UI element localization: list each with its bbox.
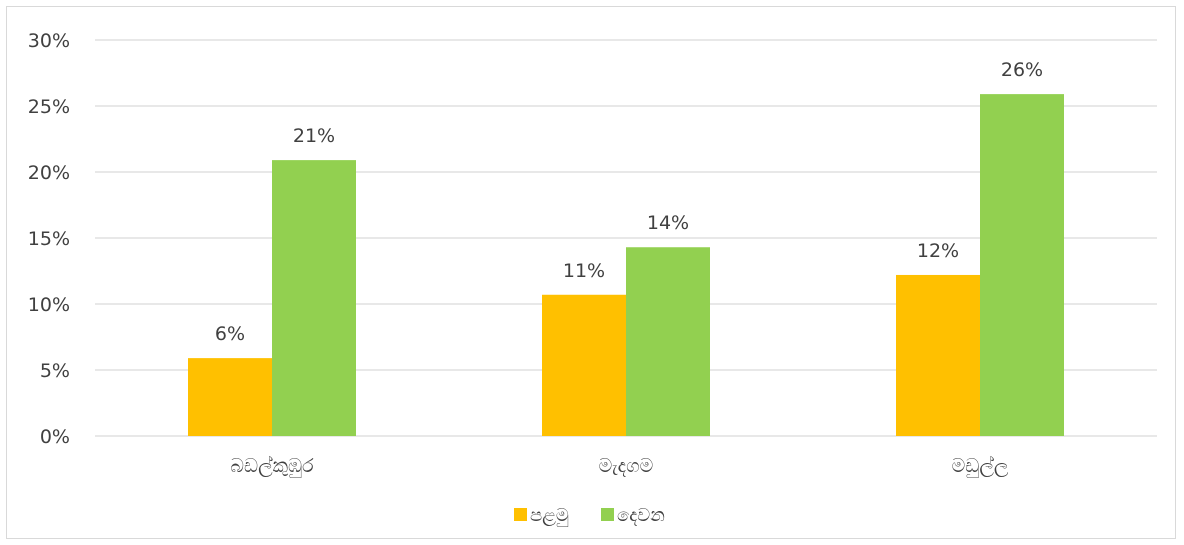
data-label: 12% bbox=[917, 240, 959, 262]
legend-swatch bbox=[601, 508, 614, 521]
bar bbox=[188, 358, 272, 436]
y-tick-label: 25% bbox=[28, 96, 70, 118]
data-label: 11% bbox=[563, 260, 605, 282]
y-tick-label: 5% bbox=[40, 360, 70, 382]
x-category-label: මඩුල්ල bbox=[952, 455, 1009, 479]
y-tick-label: 0% bbox=[40, 426, 70, 448]
data-label: 26% bbox=[1001, 59, 1043, 81]
x-category-label: මැදගම bbox=[599, 455, 654, 477]
bar bbox=[896, 274, 980, 436]
bar bbox=[980, 94, 1064, 437]
y-tick-label: 30% bbox=[28, 30, 70, 52]
bar bbox=[542, 294, 626, 436]
data-labels: 6% 21% 11% 14% 12% 26% bbox=[215, 59, 1043, 345]
x-category-label: බඩල්කුඹුර bbox=[230, 455, 314, 479]
data-label: 6% bbox=[215, 323, 245, 345]
legend-label: පළමු bbox=[530, 505, 569, 526]
legend-swatch bbox=[514, 508, 527, 521]
y-tick-label: 10% bbox=[28, 294, 70, 316]
data-label: 14% bbox=[647, 212, 689, 234]
bar bbox=[626, 247, 710, 436]
y-axis-ticks: 0% 5% 10% 15% 20% 25% 30% bbox=[28, 30, 70, 448]
bars bbox=[188, 94, 1064, 437]
legend-label: දෙවන bbox=[617, 505, 665, 526]
x-axis-categories: බඩල්කුඹුර මැදගම මඩුල්ල bbox=[230, 455, 1008, 479]
y-tick-label: 20% bbox=[28, 162, 70, 184]
bar bbox=[272, 160, 356, 436]
data-label: 21% bbox=[293, 125, 335, 147]
legend: පළමු දෙවන bbox=[514, 505, 665, 526]
y-tick-label: 15% bbox=[28, 228, 70, 250]
